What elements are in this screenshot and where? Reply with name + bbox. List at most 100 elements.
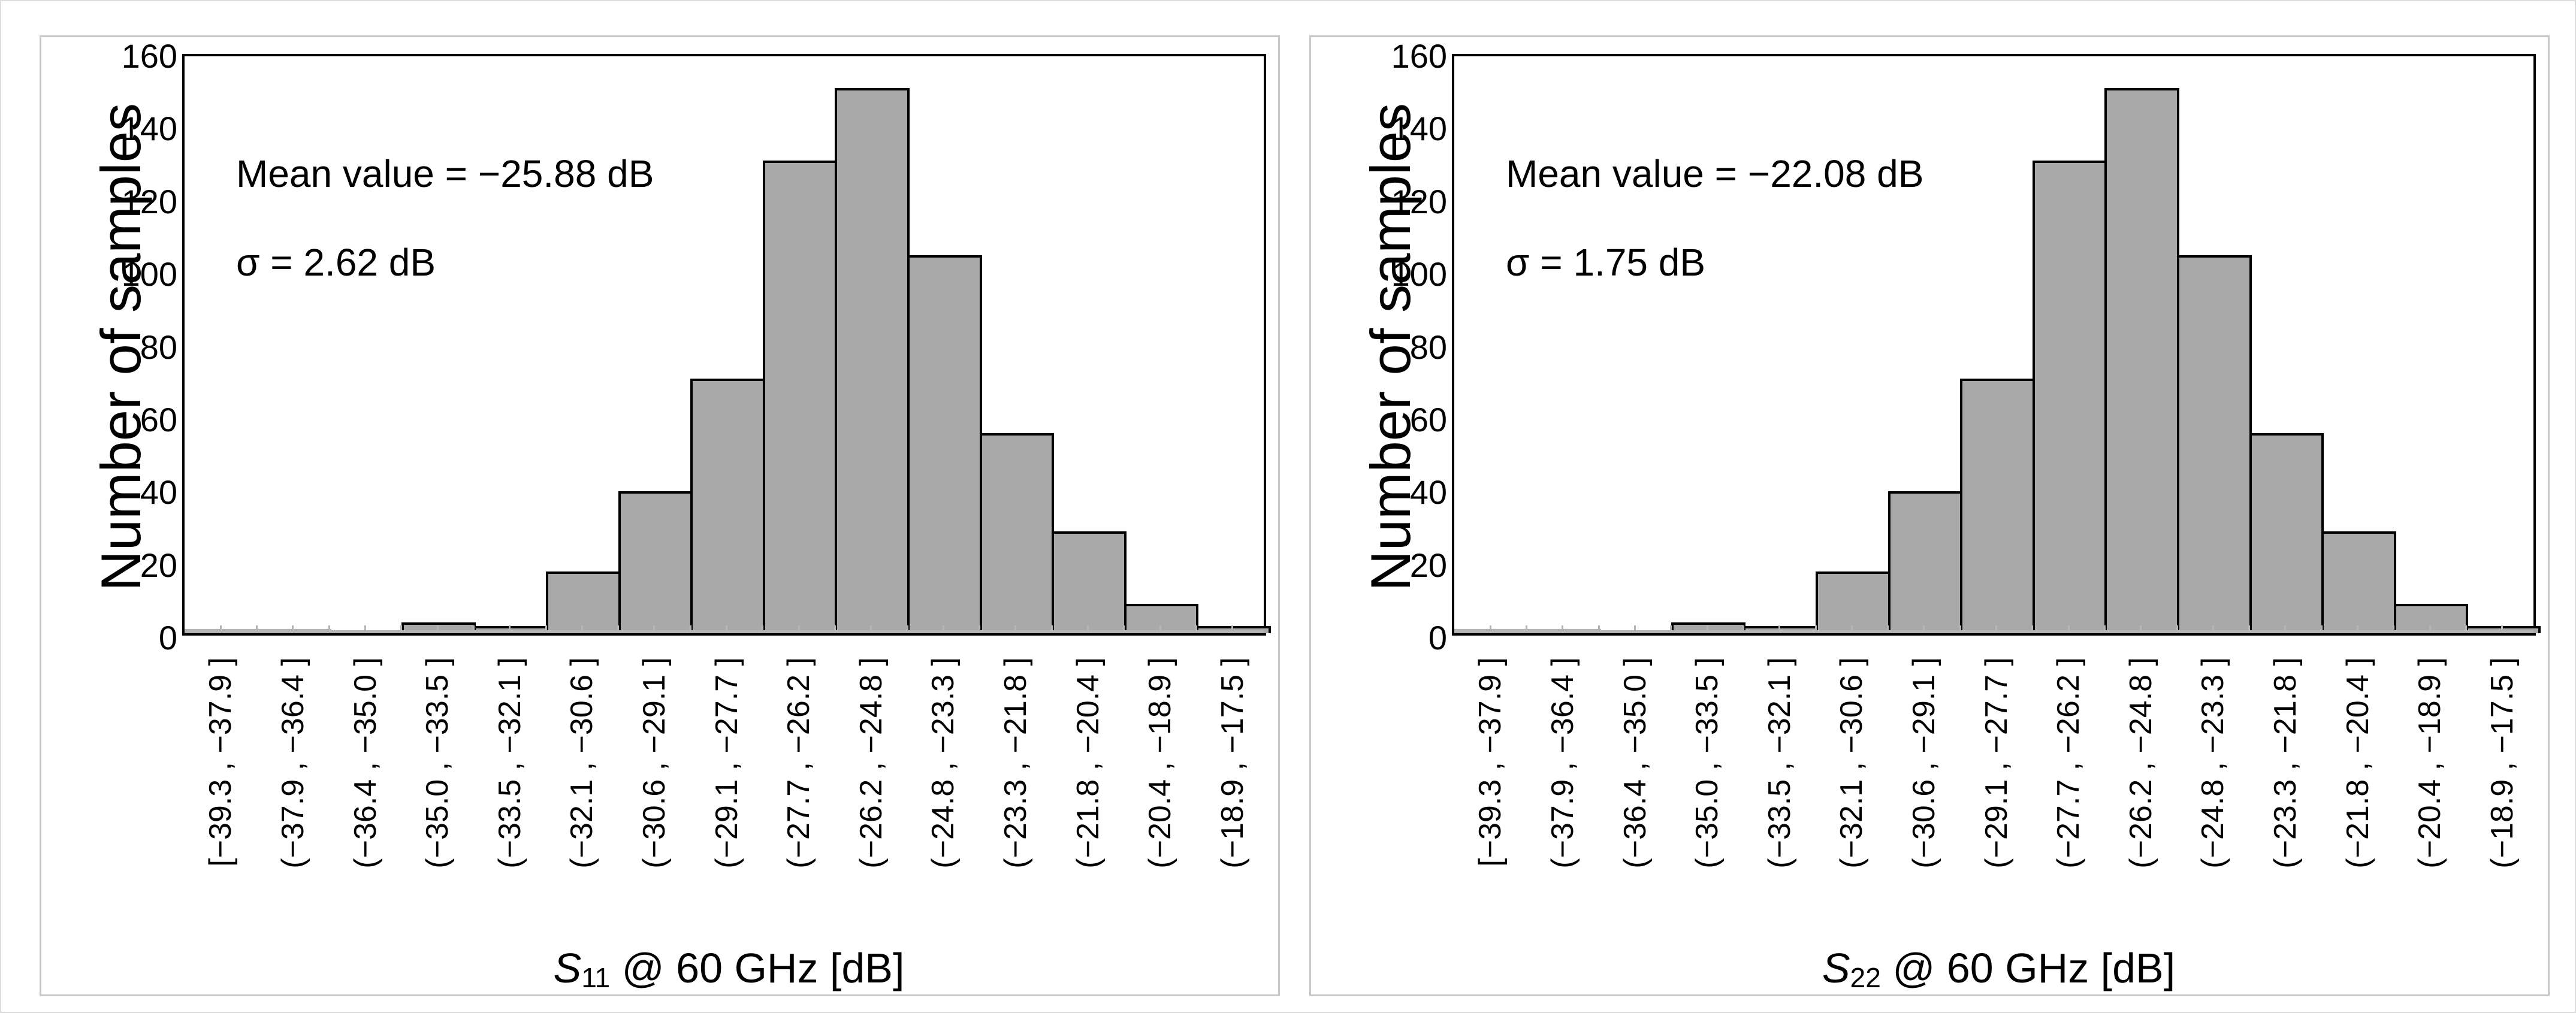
x-axis-tick — [2140, 625, 2142, 633]
x-tick-label: (−23.3 , −21.8 ] — [2267, 657, 2303, 869]
x-axis-tick — [1597, 625, 1600, 633]
x-axis-tick — [1159, 625, 1161, 633]
histogram-bar — [618, 491, 693, 633]
x-tick-label: (−36.4 , −35.0 ] — [1617, 657, 1653, 869]
x-axis-title-text: @ 60 GHz [dB] — [1880, 945, 2176, 991]
y-tick-label: 0 — [158, 619, 177, 657]
x-axis-tick — [2212, 625, 2214, 633]
x-axis-baseline — [1454, 630, 2533, 633]
x-tick-label: (−33.5 , −32.1 ] — [492, 657, 527, 869]
x-axis-tick — [833, 625, 836, 633]
plot-area: Mean value = −22.08 dB σ = 1.75 dB — [1452, 54, 2541, 636]
y-tick-label: 100 — [121, 255, 177, 294]
x-axis-tick — [1489, 625, 1491, 633]
histogram-bar — [2032, 161, 2107, 633]
x-tick-label: (−33.5 , −32.1 ] — [1762, 657, 1797, 869]
x-axis-tick — [2031, 625, 2034, 633]
histogram-bar — [762, 161, 838, 633]
y-tick-label: 140 — [1391, 110, 1447, 148]
x-axis-tick — [1123, 625, 1125, 633]
y-tick-label: 140 — [121, 110, 177, 148]
x-axis-tick — [1050, 625, 1053, 633]
x-axis-tick — [2284, 625, 2287, 633]
histogram-bar — [1888, 491, 1963, 633]
x-axis-tick — [1923, 625, 1925, 633]
x-tick-label: (−35.0 , −33.5 ] — [420, 657, 455, 869]
x-axis-tick — [906, 625, 908, 633]
x-axis-tick — [2067, 625, 2070, 633]
x-axis-tick — [762, 625, 764, 633]
x-axis-tick — [328, 625, 330, 633]
x-axis-tick — [1014, 625, 1017, 633]
x-axis-tick — [1087, 625, 1089, 633]
y-tick-label: 160 — [121, 37, 177, 75]
x-axis-tick — [979, 625, 981, 633]
x-axis-tick — [2465, 625, 2467, 633]
s-parameter-symbol: S — [553, 945, 582, 991]
y-tick-label: 80 — [140, 328, 177, 366]
x-axis-tick — [472, 625, 475, 633]
sigma-annotation: σ = 2.62 dB — [236, 241, 436, 284]
histogram-bar — [2249, 433, 2324, 633]
histogram-bar — [979, 433, 1055, 633]
x-tick-label: (−35.0 , −33.5 ] — [1690, 657, 1725, 869]
plot-area: Mean value = −25.88 dB σ = 2.62 dB — [182, 54, 1271, 636]
x-axis-tick — [1526, 625, 1528, 633]
x-tick-label: (−20.4 , −18.9 ] — [2412, 657, 2448, 869]
x-tick-label: (−32.1 , −30.6 ] — [1834, 657, 1870, 869]
y-tick-label: 60 — [1409, 400, 1447, 439]
x-tick-label: (−24.8 , −23.3 ] — [926, 657, 961, 869]
x-axis-tick — [942, 625, 944, 633]
x-axis-tick — [219, 625, 222, 633]
x-axis-tick — [364, 625, 366, 633]
x-tick-label: (−23.3 , −21.8 ] — [998, 657, 1033, 869]
histogram-bar — [1052, 531, 1127, 633]
x-axis-tick — [689, 625, 691, 633]
x-tick-label: (−27.7 , −26.2 ] — [2051, 657, 2086, 869]
histogram-panel-s22: Number of samples 0 20 40 60 80 100 120 140 160 … — [1309, 35, 2550, 996]
x-axis-tick — [2320, 625, 2323, 633]
y-tick-label: 160 — [1391, 37, 1447, 75]
s-parameter-symbol: S — [1822, 945, 1850, 991]
x-axis-tick — [617, 625, 620, 633]
x-tick-label: (−30.6 , −29.1 ] — [636, 657, 672, 869]
x-tick-label: (−20.4 , −18.9 ] — [1143, 657, 1178, 869]
histogram-bar — [835, 87, 910, 633]
x-tick-label: (−29.1 , −27.7 ] — [709, 657, 744, 869]
x-axis-tick — [2429, 625, 2431, 633]
x-axis-title: S11 @ 60 GHz [dB] — [185, 945, 1273, 996]
mean-annotation: Mean value = −25.88 dB — [236, 152, 654, 195]
x-axis-tick — [1195, 625, 1197, 633]
x-axis-tick — [653, 625, 656, 633]
x-axis-tick — [1706, 625, 1708, 633]
x-axis-tick — [1995, 625, 1997, 633]
x-tick-label: [−39.3 , −37.9 ] — [1473, 657, 1508, 867]
x-axis-tick — [545, 625, 547, 633]
histogram-panel-s11: Number of samples 0 20 40 60 80 100 120 140 160 … — [40, 35, 1280, 996]
sigma-annotation: σ = 1.75 dB — [1506, 241, 1706, 284]
x-axis-tick — [292, 625, 294, 633]
y-tick-label: 20 — [140, 546, 177, 584]
mean-annotation: Mean value = −22.08 dB — [1506, 152, 1924, 195]
x-tick-label: (−29.1 , −27.7 ] — [1979, 657, 2014, 869]
histogram-bar — [2321, 531, 2396, 633]
x-axis-tick — [2501, 625, 2503, 633]
y-tick-label: 100 — [1391, 255, 1447, 294]
x-tick-label: (−18.9 , −17.5 ] — [1215, 657, 1250, 869]
x-tick-label: (−36.4 , −35.0 ] — [348, 657, 383, 869]
x-axis-tick — [870, 625, 872, 633]
histogram-bar — [2104, 87, 2179, 633]
y-tick-label: 40 — [1409, 473, 1447, 512]
histogram-bar — [690, 379, 765, 633]
x-axis-tick — [1634, 625, 1636, 633]
x-axis-tick — [1959, 625, 1961, 633]
y-tick-label: 20 — [1409, 546, 1447, 584]
histogram-bar — [1816, 571, 1891, 633]
x-tick-label: (−26.2 , −24.8 ] — [2123, 657, 2158, 869]
x-tick-label: (−21.8 , −20.4 ] — [1070, 657, 1106, 869]
x-tick-label: (−18.9 , −17.5 ] — [2484, 657, 2520, 869]
s-parameter-subscript: 11 — [581, 962, 611, 994]
x-axis-tick — [1562, 625, 1564, 633]
x-tick-label: (−21.8 , −20.4 ] — [2340, 657, 2375, 869]
